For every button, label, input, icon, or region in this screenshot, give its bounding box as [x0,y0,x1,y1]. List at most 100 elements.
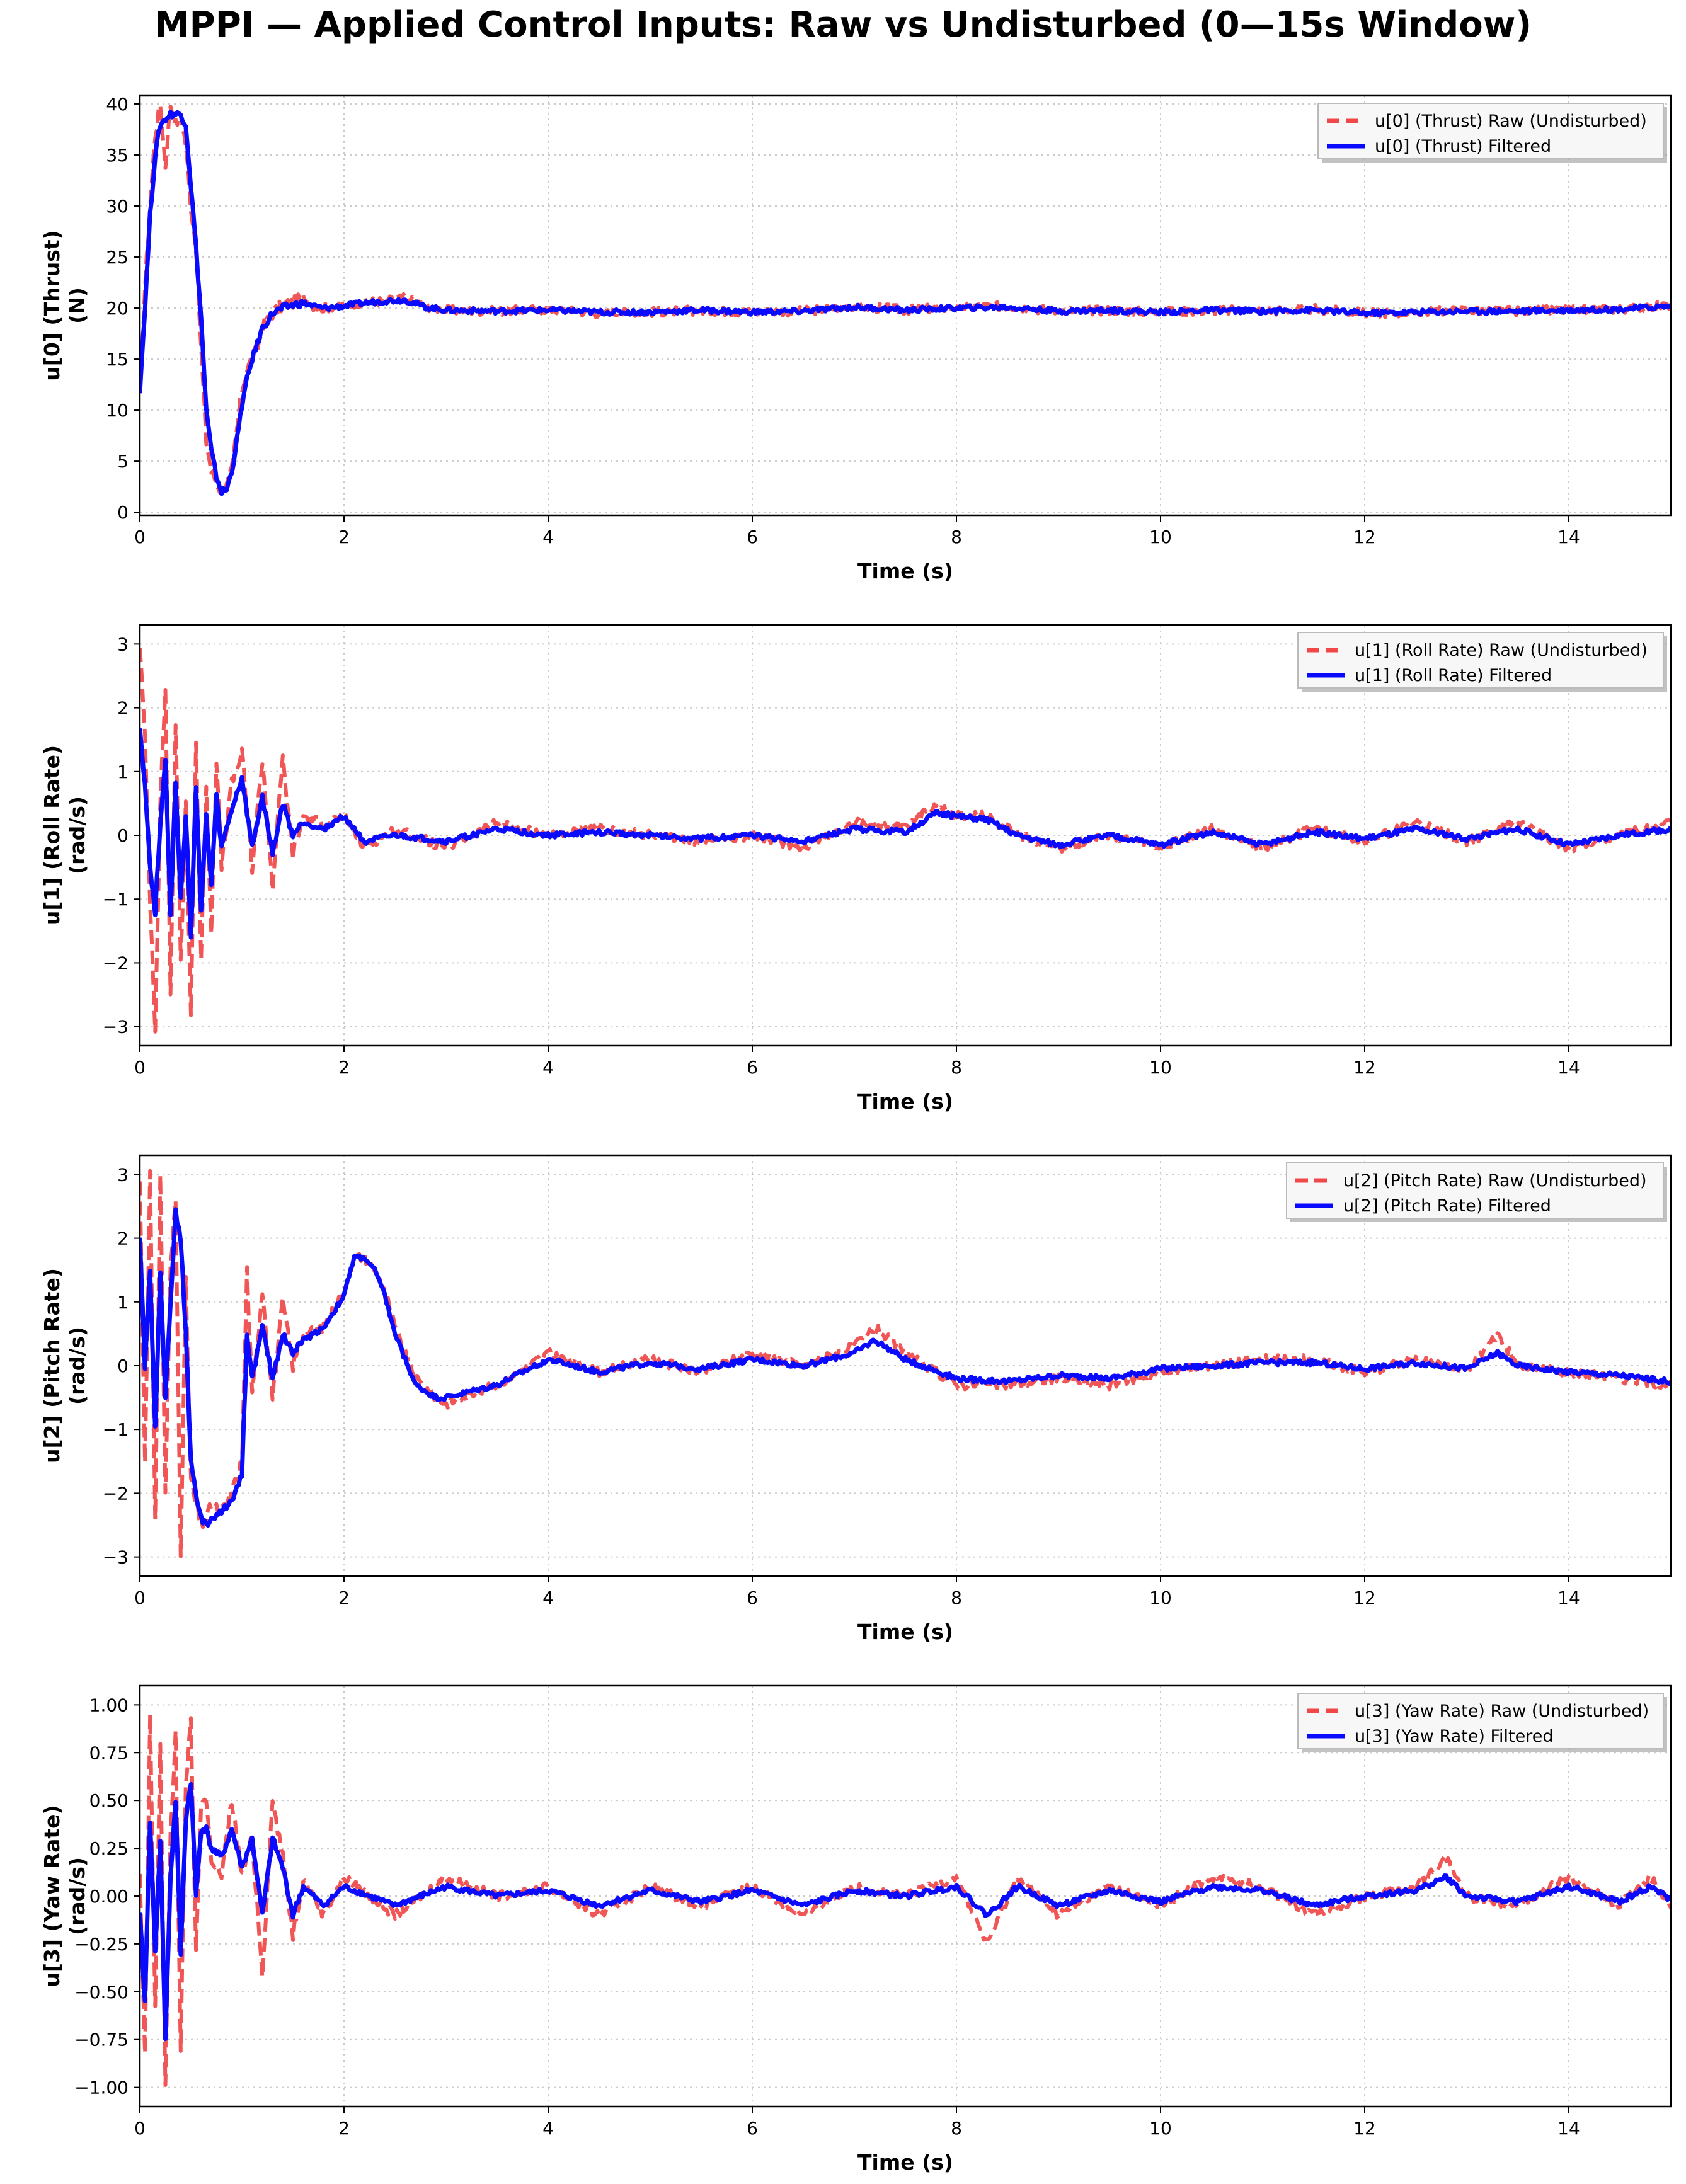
y-tick-label: −2 [103,952,129,973]
y-tick-label: −3 [103,1547,129,1568]
x-axis-label: Time (s) [857,559,953,583]
x-tick-label: 0 [134,1587,146,1608]
legend-entry-label: u[2] (Pitch Rate) Filtered [1343,1196,1551,1216]
x-tick-label: 6 [747,1587,758,1608]
legend-entry-label: u[0] (Thrust) Filtered [1375,137,1551,156]
x-tick-label: 8 [951,2118,962,2139]
y-tick-label: 1 [117,1292,129,1313]
plot-frame [139,94,1672,517]
legend: u[0] (Thrust) Raw (Undisturbed) u[0] (Thr… [1317,103,1667,163]
y-axis-label: u[3] (Yaw Rate)(rad/s) [40,1805,89,1987]
x-tick-label: 8 [951,527,962,547]
x-axis-label: Time (s) [857,2150,953,2175]
x-axis-label: Time (s) [857,1089,953,1114]
y-tick-label: 30 [106,196,129,217]
x-tick-label: 10 [1149,2118,1172,2139]
y-axis-label: u[0] (Thrust)(N) [40,230,89,380]
legend-entry-label: u[2] (Pitch Rate) Raw (Undisturbed) [1343,1171,1647,1191]
y-tick-label: 0 [117,502,129,523]
legend: u[3] (Yaw Rate) Raw (Undisturbed) u[3] (Y… [1297,1693,1667,1752]
x-tick-label: 2 [338,527,350,547]
x-tick-label: 6 [747,1057,758,1078]
y-tick-label: 0.25 [89,1838,129,1859]
filtered-series-line [140,110,1671,496]
filtered-series-line [140,728,1671,940]
y-tick-label: 0.75 [89,1742,129,1763]
legend: u[2] (Pitch Rate) Raw (Undisturbed) u[2] … [1286,1162,1667,1222]
legend-entry-label: u[1] (Roll Rate) Filtered [1355,666,1552,685]
y-tick-label: 0.50 [89,1790,129,1811]
x-tick-label: 14 [1557,1057,1580,1078]
y-tick-label: 25 [106,247,129,268]
y-tick-label: 15 [106,349,129,370]
chart-panel-0: 0 2 4 6 8 10 12 14 0 5 10 15 20 25 30 35 40 Time (s) u[0] … [40,94,1672,583]
x-tick-label: 10 [1149,527,1172,547]
raw-series-line [140,1169,1671,1558]
x-tick-label: 4 [542,2118,554,2139]
filtered-series-line [140,1207,1671,1528]
y-tick-label: −1 [103,889,129,910]
legend-box [1297,1693,1664,1749]
x-tick-label: 2 [338,1057,350,1078]
y-axis-label-line1: u[2] (Pitch Rate) [40,1268,64,1463]
chart-panel-3: 0 2 4 6 8 10 12 14 −1.00 −0.75 −0.50 −0.25 0.00 0.25 0… [40,1684,1672,2175]
y-tick-label: 1.00 [89,1695,129,1715]
y-axis-label-line2: (rad/s) [65,1327,89,1405]
y-axis-label-line2: (rad/s) [65,796,89,874]
y-axis-label-line1: u[0] (Thrust) [40,230,64,380]
legend-box [1317,103,1664,159]
x-tick-label: 14 [1557,527,1580,547]
legend-entry-label: u[3] (Yaw Rate) Raw (Undisturbed) [1355,1701,1649,1721]
x-tick-label: 2 [338,1587,350,1608]
legend-box [1286,1162,1664,1219]
x-tick-label: 8 [951,1587,962,1608]
y-tick-label: 2 [117,1228,129,1249]
x-tick-label: 8 [951,1057,962,1078]
y-tick-label: 3 [117,634,129,655]
chart-title: MPPI — Applied Control Inputs: Raw vs Un… [154,4,1532,45]
x-tick-label: 12 [1353,2118,1376,2139]
x-tick-label: 14 [1557,2118,1580,2139]
y-tick-label: −0.25 [74,1934,129,1955]
x-tick-label: 6 [747,2118,758,2139]
legend-box [1297,632,1664,689]
x-tick-label: 10 [1149,1587,1172,1608]
x-tick-label: 6 [747,527,758,547]
legend-entry-label: u[3] (Yaw Rate) Filtered [1355,1727,1554,1746]
y-tick-label: −3 [103,1017,129,1038]
y-tick-label: 1 [117,762,129,782]
y-tick-label: 0 [117,825,129,846]
y-tick-label: 3 [117,1164,129,1185]
y-tick-label: 0 [117,1356,129,1376]
y-tick-label: −2 [103,1483,129,1504]
x-tick-label: 0 [134,1057,146,1078]
raw-series-line [140,1713,1671,2087]
y-tick-label: −0.75 [74,2030,129,2050]
legend-entry-label: u[0] (Thrust) Raw (Undisturbed) [1375,111,1647,131]
x-tick-label: 4 [542,1057,554,1078]
x-tick-label: 12 [1353,527,1376,547]
y-tick-label: −1 [103,1419,129,1440]
y-axis-label: u[2] (Pitch Rate)(rad/s) [40,1268,89,1463]
legend-entry-label: u[1] (Roll Rate) Raw (Undisturbed) [1355,641,1648,660]
filtered-series-line [140,1782,1671,2042]
x-tick-label: 12 [1353,1057,1376,1078]
y-tick-label: 2 [117,698,129,719]
y-tick-label: 5 [117,451,129,472]
legend: u[1] (Roll Rate) Raw (Undisturbed) u[1] (… [1297,632,1667,692]
x-axis-label: Time (s) [857,1620,953,1644]
x-tick-label: 12 [1353,1587,1376,1608]
x-tick-label: 0 [134,527,146,547]
y-tick-label: 20 [106,298,129,319]
y-axis-label-line2: (rad/s) [65,1857,89,1935]
y-axis-label-line1: u[1] (Roll Rate) [40,745,64,925]
y-tick-label: 35 [106,145,129,166]
y-axis-label-line2: (N) [65,287,89,324]
y-tick-label: 0.00 [89,1886,129,1907]
y-tick-label: −1.00 [74,2078,129,2098]
x-tick-label: 10 [1149,1057,1172,1078]
x-tick-label: 2 [338,2118,350,2139]
